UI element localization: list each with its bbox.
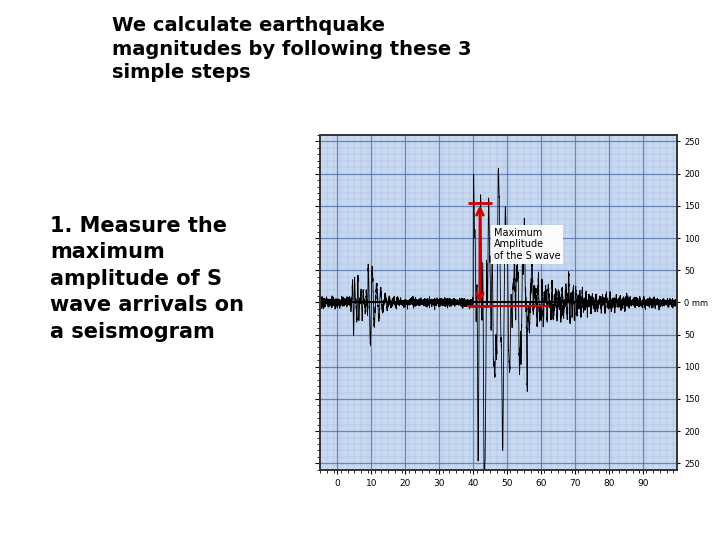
Text: 1. Measure the
maximum
amplitude of S
wave arrivals on
a seismogram: 1. Measure the maximum amplitude of S wa… (50, 216, 244, 342)
Text: We calculate earthquake
magnitudes by following these 3
simple steps: We calculate earthquake magnitudes by fo… (112, 16, 471, 82)
Text: Maximum
Amplitude
of the S wave: Maximum Amplitude of the S wave (493, 228, 560, 261)
